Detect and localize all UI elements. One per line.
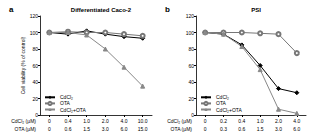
svg-text:120: 120 [30,13,39,19]
svg-text:60: 60 [188,63,194,69]
svg-text:20: 20 [32,96,38,102]
svg-text:0.3: 0.3 [220,126,227,132]
svg-text:1.5: 1.5 [83,126,90,132]
svg-text:2.0: 2.0 [102,118,109,124]
svg-text:0.4: 0.4 [65,118,72,124]
svg-text:CdCl₂ (µM): CdCl₂ (µM) [11,118,36,124]
svg-text:20: 20 [188,96,194,102]
svg-text:3.0: 3.0 [102,126,109,132]
svg-text:OTA: OTA [216,100,227,106]
svg-text:OTA: OTA [60,100,71,106]
svg-text:b: b [165,5,170,14]
svg-text:100: 100 [30,30,39,36]
svg-text:100: 100 [186,30,195,36]
svg-text:60: 60 [32,63,38,69]
svg-text:10.0: 10.0 [138,118,148,124]
svg-text:0: 0 [48,126,51,132]
svg-text:0.2: 0.2 [220,118,227,124]
svg-text:6.0: 6.0 [293,126,300,132]
svg-text:80: 80 [32,46,38,52]
svg-text:80: 80 [188,46,194,52]
svg-text:4.0: 4.0 [293,118,300,124]
svg-text:0: 0 [191,112,194,118]
svg-text:PSI: PSI [251,7,261,13]
svg-text:CdCl₂ (µM): CdCl₂ (µM) [167,118,192,124]
svg-text:120: 120 [186,13,195,19]
svg-text:0.6: 0.6 [238,126,245,132]
svg-text:0: 0 [204,126,207,132]
svg-text:15.0: 15.0 [138,126,148,132]
svg-text:0: 0 [48,118,51,124]
svg-text:1.0: 1.0 [257,118,264,124]
svg-text:3.0: 3.0 [275,126,282,132]
svg-text:0: 0 [204,118,207,124]
svg-text:CdCl₂+OTA: CdCl₂+OTA [60,107,87,113]
svg-text:0.4: 0.4 [238,118,245,124]
svg-text:CdCl₂+OTA: CdCl₂+OTA [216,107,243,113]
svg-text:OTA (µM): OTA (µM) [171,126,193,132]
svg-text:2.0: 2.0 [275,118,282,124]
svg-text:40: 40 [188,79,194,85]
svg-text:a: a [9,5,14,14]
svg-text:CdCl₂: CdCl₂ [60,94,73,100]
svg-text:1.0: 1.0 [83,118,90,124]
svg-text:1.5: 1.5 [257,126,264,132]
svg-text:CdCl₂: CdCl₂ [216,94,229,100]
svg-text:0.6: 0.6 [65,126,72,132]
svg-text:OTA (µM): OTA (µM) [15,126,37,132]
svg-text:Cell viability (% of control): Cell viability (% of control) [20,36,26,94]
svg-text:6.0: 6.0 [121,126,128,132]
svg-text:40: 40 [32,79,38,85]
svg-text:Differentiated Caco-2: Differentiated Caco-2 [71,7,132,13]
svg-text:0: 0 [35,112,38,118]
svg-text:4.0: 4.0 [121,118,128,124]
